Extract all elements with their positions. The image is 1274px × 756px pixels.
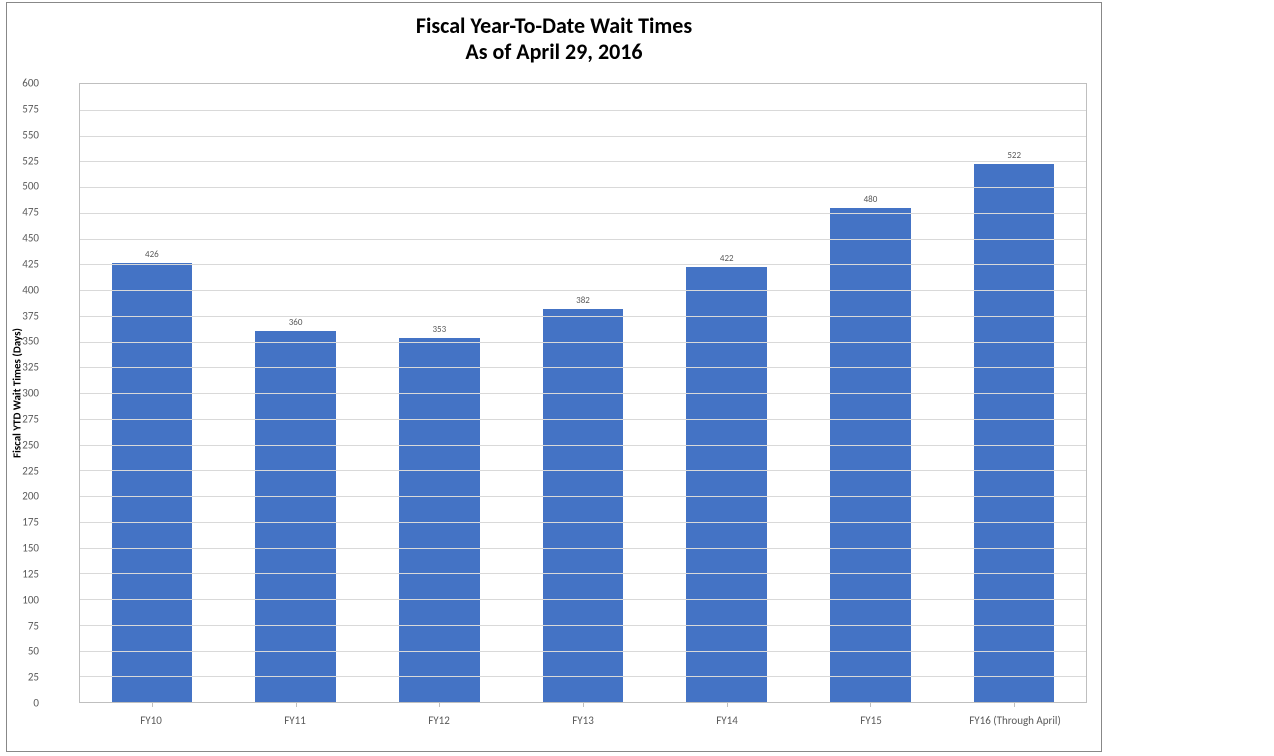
bar-value-label: 353 [432,324,446,335]
x-tick-mark [727,702,728,707]
y-tick-label: 125 [22,567,39,580]
y-tick-label: 350 [22,335,39,348]
gridline [80,599,1086,600]
bar [686,267,766,702]
y-tick-label: 575 [22,102,39,115]
y-tick-label: 525 [22,154,39,167]
y-tick-label: 550 [22,128,39,141]
gridline [80,110,1086,111]
y-tick-label: 175 [22,516,39,529]
y-tick-label: 600 [22,77,39,90]
x-tick-label: FY14 [655,714,799,727]
gridline [80,290,1086,291]
gridline [80,239,1086,240]
x-tick-mark [152,702,153,707]
x-tick-mark [1014,702,1015,707]
gridline [80,264,1086,265]
bar [830,208,910,702]
x-tick-mark [870,702,871,707]
x-tick-mark [583,702,584,707]
y-tick-label: 25 [28,671,39,684]
bar-value-label: 422 [720,253,734,264]
gridline [80,496,1086,497]
gridline [80,393,1086,394]
chart-frame: Fiscal Year-To-Date Wait Times As of Apr… [6,2,1102,752]
y-tick-label: 100 [22,593,39,606]
x-tick-label: FY11 [223,714,367,727]
bar-value-label: 426 [145,249,159,260]
y-tick-label: 0 [33,697,39,710]
y-tick-label: 300 [22,387,39,400]
x-tick-label: FY16 (Through April) [943,714,1087,727]
gridline [80,445,1086,446]
y-tick-label: 450 [22,232,39,245]
gridline [80,316,1086,317]
gridline [80,548,1086,549]
gridline [80,367,1086,368]
x-axis-labels: FY10FY11FY12FY13FY14FY15FY16 (Through Ap… [79,714,1087,727]
y-tick-label: 250 [22,438,39,451]
y-tick-label: 150 [22,542,39,555]
y-tick-label: 325 [22,361,39,374]
chart-title-line2: As of April 29, 2016 [7,39,1101,65]
bar [255,331,335,702]
bar-value-label: 382 [576,295,590,306]
gridline [80,342,1086,343]
y-tick-label: 75 [28,619,39,632]
gridline [80,161,1086,162]
y-tick-label: 375 [22,309,39,322]
y-tick-label: 475 [22,206,39,219]
gridline [80,136,1086,137]
y-tick-label: 500 [22,180,39,193]
x-tick-mark [439,702,440,707]
bar-value-label: 360 [289,317,303,328]
y-tick-label: 225 [22,464,39,477]
gridline [80,187,1086,188]
bar-value-label: 522 [1007,150,1021,161]
x-tick-label: FY10 [79,714,223,727]
y-tick-label: 425 [22,257,39,270]
gridline [80,625,1086,626]
plot-area: 426 360 353 382 422 480 522 [79,83,1087,703]
plot-outer: Fiscal YTD Wait Times (Days) 02550751001… [51,83,1087,703]
gridline [80,651,1086,652]
y-tick-label: 400 [22,283,39,296]
bar [974,164,1054,702]
gridline [80,470,1086,471]
bar [112,263,192,702]
gridline [80,419,1086,420]
chart-title-line1: Fiscal Year-To-Date Wait Times [7,13,1101,39]
y-tick-label: 50 [28,645,39,658]
y-tick-label: 200 [22,490,39,503]
x-tick-label: FY12 [367,714,511,727]
gridline [80,522,1086,523]
gridline [80,213,1086,214]
gridline [80,573,1086,574]
gridline [80,676,1086,677]
x-tick-label: FY13 [511,714,655,727]
x-tick-mark [296,702,297,707]
chart-title: Fiscal Year-To-Date Wait Times As of Apr… [7,13,1101,66]
y-tick-label: 275 [22,412,39,425]
bar-value-label: 480 [864,194,878,205]
x-tick-label: FY15 [799,714,943,727]
